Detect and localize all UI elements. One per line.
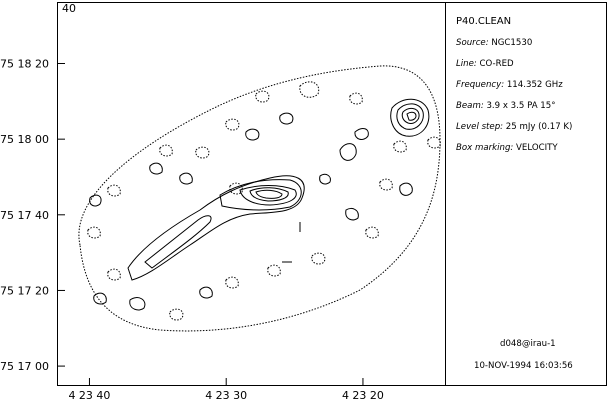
info-value: CO-RED xyxy=(480,59,515,69)
y-tick-label: 75 17 20 xyxy=(0,284,49,297)
blob-contour xyxy=(354,128,369,140)
info-key: Source: xyxy=(456,38,491,48)
negative-blob-contour xyxy=(393,140,407,153)
negative-blob-contour xyxy=(267,264,281,277)
x-tick-label: 4 23 20 xyxy=(342,389,384,402)
negative-blob-contour xyxy=(107,268,121,281)
blob-contour xyxy=(129,297,146,311)
negative-blob-contour xyxy=(107,184,121,197)
info-footer-date: 10-NOV-1994 16:03:56 xyxy=(474,361,573,371)
blob-contour xyxy=(245,128,260,141)
panel-label: 40 xyxy=(62,2,76,15)
y-tick-label: 75 17 40 xyxy=(0,209,49,222)
east-knot-contour-4 xyxy=(406,111,417,121)
negative-blob-contour xyxy=(169,308,184,321)
info-footer-user: d048@irau-1 xyxy=(500,339,556,349)
negative-blob-contour xyxy=(365,226,379,239)
info-key: Frequency: xyxy=(456,80,507,90)
info-title: P40.CLEAN xyxy=(456,16,511,27)
blob-contour xyxy=(93,292,107,305)
negative-blob-contour xyxy=(195,146,210,159)
negative-blob-contour xyxy=(87,226,101,239)
negative-blob-contour xyxy=(225,276,239,289)
y-tick-label: 75 17 00 xyxy=(0,360,49,373)
info-value: 3.9 x 3.5 PA 15° xyxy=(486,101,555,111)
info-key: Box marking: xyxy=(456,143,516,153)
negative-blob-contour xyxy=(427,136,441,149)
bar-contour-5 xyxy=(255,189,283,199)
info-value: VELOCITY xyxy=(516,143,558,153)
east-knot-contour-3 xyxy=(401,107,420,124)
y-tick-label: 75 18 20 xyxy=(0,58,49,71)
bar-contour-2 xyxy=(219,179,302,211)
blob-contour xyxy=(339,143,357,161)
info-value: 114.352 GHz xyxy=(507,80,563,90)
negative-blob-contour xyxy=(349,92,363,105)
x-tick-label: 4 23 30 xyxy=(205,389,247,402)
y-tick-label: 75 18 00 xyxy=(0,133,49,146)
bar-contour-1 xyxy=(127,175,305,281)
info-line: Frequency: 114.352 GHz xyxy=(456,80,563,90)
blob-contour xyxy=(199,286,213,299)
info-key: Level step: xyxy=(456,122,506,132)
y-axis-ticks: 75 18 20 75 18 00 75 17 40 75 17 20 75 17 00 xyxy=(0,58,65,373)
blob-contour xyxy=(345,207,359,221)
contour-map xyxy=(78,65,441,332)
bar-contour-4 xyxy=(249,187,289,202)
info-key: Line: xyxy=(456,59,480,69)
info-value: 25 mJy (0.17 K) xyxy=(506,122,573,132)
bar-contour-3 xyxy=(239,185,297,206)
info-line: Source: NGC1530 xyxy=(456,38,532,48)
negative-blob-contour xyxy=(299,81,320,98)
blob-contour xyxy=(399,182,413,196)
info-line: Beam: 3.9 x 3.5 PA 15° xyxy=(456,101,556,111)
info-key: Beam: xyxy=(456,101,486,111)
plot-frame xyxy=(57,2,607,386)
negative-blob-contour xyxy=(255,90,270,103)
blob-contour xyxy=(149,162,163,175)
east-knot-contour-2 xyxy=(396,103,424,130)
negative-blob-contour xyxy=(225,118,240,131)
info-line: Level step: 25 mJy (0.17 K) xyxy=(456,122,572,132)
blob-contour xyxy=(319,173,331,185)
east-knot-contour-1 xyxy=(390,98,430,137)
field-boundary-contour xyxy=(78,65,441,332)
info-value: NGC1530 xyxy=(491,38,532,48)
x-tick-label: 4 23 40 xyxy=(68,389,110,402)
negative-blob-contour xyxy=(229,182,243,195)
blob-contour xyxy=(89,194,102,207)
info-panel: P40.CLEAN Source: NGC1530 Line: CO-RED Fre… xyxy=(456,16,573,371)
info-line: Line: CO-RED xyxy=(456,59,514,69)
blob-contour xyxy=(279,112,294,125)
info-line: Box marking: VELOCITY xyxy=(456,143,558,153)
negative-blob-contour xyxy=(311,252,326,265)
bar-arm-contour xyxy=(144,215,212,269)
negative-blob-contour xyxy=(159,144,173,157)
x-axis-ticks: 4 23 40 4 23 30 4 23 20 xyxy=(68,378,384,402)
blob-contour xyxy=(179,172,193,185)
negative-blob-contour xyxy=(379,178,393,191)
